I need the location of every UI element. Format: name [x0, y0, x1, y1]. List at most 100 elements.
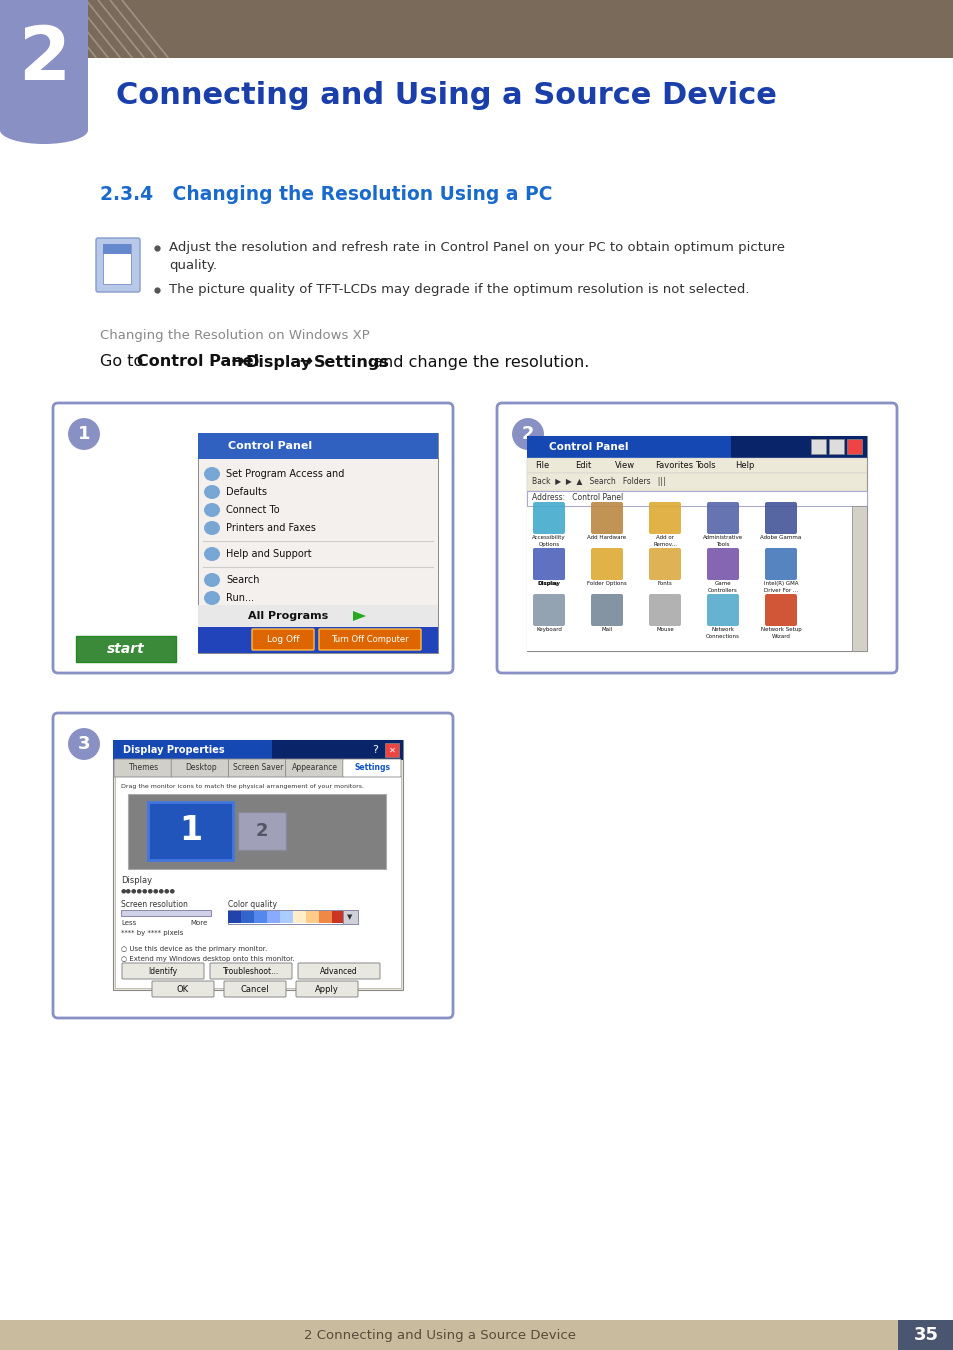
Text: More: More	[191, 919, 208, 926]
Bar	[526, 506, 851, 651]
Text: quality.: quality.	[169, 259, 216, 273]
Text: ▼: ▼	[347, 914, 353, 919]
Text: Edit: Edit	[575, 460, 591, 470]
Text: Drag the monitor icons to match the physical arrangement of your monitors.: Drag the monitor icons to match the phys…	[121, 784, 364, 788]
Text: Network: Network	[711, 626, 734, 632]
Text: Intel(R) GMA: Intel(R) GMA	[763, 580, 798, 586]
Text: Wizard: Wizard	[771, 634, 790, 639]
Bar	[0, 134, 953, 1320]
FancyBboxPatch shape	[533, 502, 564, 535]
Text: Connections: Connections	[705, 634, 740, 639]
FancyBboxPatch shape	[0, 0, 88, 130]
FancyBboxPatch shape	[103, 244, 131, 254]
FancyBboxPatch shape	[706, 502, 739, 535]
Text: Driver For ...: Driver For ...	[763, 589, 798, 593]
Bar	[526, 458, 866, 472]
FancyBboxPatch shape	[53, 404, 453, 674]
Text: 2: 2	[255, 822, 268, 840]
FancyBboxPatch shape	[96, 238, 140, 292]
Text: View: View	[615, 460, 635, 470]
Text: 2: 2	[18, 23, 70, 96]
Text: Screen resolution: Screen resolution	[121, 900, 188, 909]
Bar	[267, 911, 280, 923]
Text: Control Panel: Control Panel	[137, 355, 259, 370]
Bar	[198, 433, 437, 653]
Text: Back  ▶  ▶  ▲   Search   Folders   |||: Back ▶ ▶ ▲ Search Folders |||	[532, 478, 665, 486]
Bar	[526, 491, 866, 506]
Text: Address:   Control Panel: Address: Control Panel	[532, 494, 622, 502]
FancyBboxPatch shape	[295, 981, 357, 998]
Text: Screen Saver: Screen Saver	[233, 764, 283, 772]
Bar	[228, 911, 241, 923]
FancyBboxPatch shape	[103, 244, 131, 284]
Text: →: →	[225, 355, 250, 370]
Text: Control Panel: Control Panel	[548, 441, 628, 452]
Text: The picture quality of TFT-LCDs may degrade if the optimum resolution is not sel: The picture quality of TFT-LCDs may degr…	[169, 284, 749, 297]
Text: Folder Options: Folder Options	[586, 580, 626, 586]
Text: Tools: Tools	[716, 541, 729, 547]
Text: →: →	[294, 355, 318, 370]
Text: Run...: Run...	[226, 593, 253, 603]
FancyBboxPatch shape	[706, 548, 739, 580]
Bar	[0, 1320, 953, 1350]
Bar	[846, 439, 862, 454]
Ellipse shape	[204, 504, 220, 517]
Bar	[88, 58, 953, 134]
FancyBboxPatch shape	[224, 981, 286, 998]
Text: and change the resolution.: and change the resolution.	[368, 355, 589, 370]
FancyBboxPatch shape	[297, 963, 379, 979]
Bar	[526, 436, 866, 651]
Circle shape	[511, 417, 544, 451]
Text: Connect To: Connect To	[226, 505, 279, 514]
FancyBboxPatch shape	[228, 759, 286, 778]
Text: 35: 35	[913, 1326, 938, 1345]
Bar	[198, 605, 437, 626]
Bar	[293, 911, 306, 923]
Text: Favorites: Favorites	[655, 460, 693, 470]
Text: Less: Less	[121, 919, 136, 926]
FancyBboxPatch shape	[497, 404, 896, 674]
Text: Identify: Identify	[149, 967, 177, 976]
FancyBboxPatch shape	[171, 759, 229, 778]
Circle shape	[67, 417, 101, 451]
Text: Go to: Go to	[100, 355, 149, 370]
Text: ○ Extend my Windows desktop onto this monitor.: ○ Extend my Windows desktop onto this mo…	[121, 956, 294, 963]
Bar	[526, 436, 730, 458]
Bar	[198, 433, 437, 459]
FancyBboxPatch shape	[210, 963, 292, 979]
Text: Defaults: Defaults	[226, 487, 267, 497]
Text: Mail: Mail	[600, 626, 612, 632]
Text: Connecting and Using a Source Device: Connecting and Using a Source Device	[116, 81, 776, 109]
Text: OK: OK	[176, 984, 189, 994]
Text: Display: Display	[537, 580, 560, 586]
Text: Troubleshoot...: Troubleshoot...	[223, 967, 279, 976]
Bar	[897, 1320, 953, 1350]
FancyBboxPatch shape	[533, 594, 564, 626]
Text: Display Properties: Display Properties	[123, 745, 224, 755]
Bar	[237, 811, 286, 850]
Text: 1: 1	[77, 425, 91, 443]
Text: Themes: Themes	[129, 764, 158, 772]
Bar	[148, 802, 233, 860]
FancyBboxPatch shape	[648, 594, 680, 626]
Text: Display: Display	[121, 876, 152, 886]
Bar	[526, 472, 866, 491]
Text: Network Setup: Network Setup	[760, 626, 801, 632]
Bar	[253, 911, 267, 923]
Bar	[198, 626, 437, 653]
Polygon shape	[353, 612, 366, 621]
Bar	[112, 740, 273, 760]
Bar	[0, 0, 953, 58]
Text: Turn Off Computer: Turn Off Computer	[331, 634, 409, 644]
Text: ○ Use this device as the primary monitor.: ○ Use this device as the primary monitor…	[121, 946, 267, 952]
FancyBboxPatch shape	[590, 548, 622, 580]
Ellipse shape	[204, 485, 220, 500]
Text: Fonts: Fonts	[657, 580, 672, 586]
FancyBboxPatch shape	[285, 759, 343, 778]
Text: Mouse: Mouse	[656, 626, 673, 632]
Text: ?: ?	[372, 745, 377, 755]
Text: Game: Game	[714, 580, 731, 586]
Bar	[112, 740, 402, 760]
Ellipse shape	[204, 591, 220, 605]
Text: Add Hardware: Add Hardware	[587, 535, 626, 540]
